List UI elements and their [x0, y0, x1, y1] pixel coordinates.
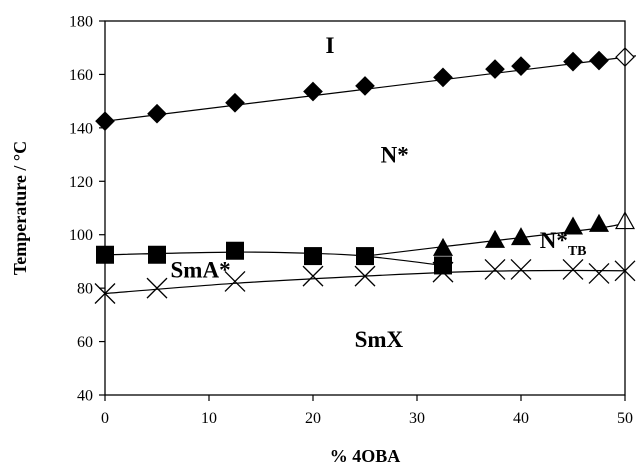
data-point-cross: [588, 262, 610, 284]
y-tick-label: 80: [77, 281, 93, 298]
y-tick-label: 180: [69, 14, 93, 31]
data-point-filled-triangle: [484, 229, 506, 248]
phase-label-iso: I: [325, 33, 334, 58]
phase-label-text: I: [325, 33, 334, 58]
data-point-filled-triangle: [562, 216, 584, 235]
data-point-cross: [146, 277, 168, 299]
data-point-cross: [302, 265, 324, 287]
data-point-filled-square: [356, 247, 374, 266]
data-point-filled-diamond: [355, 76, 375, 96]
data-point-cross: [354, 265, 376, 287]
y-tick-label: 60: [77, 334, 93, 351]
data-point-filled-diamond: [433, 67, 453, 88]
data-point-filled-triangle: [432, 237, 454, 256]
x-tick-label: 10: [201, 410, 217, 427]
data-point-filled-diamond: [225, 92, 245, 113]
phase-label-smx: SmX: [355, 327, 404, 352]
y-tick-label: 120: [69, 174, 93, 191]
x-tick-label: 50: [617, 410, 633, 427]
y-axis-title: Temperature / °C: [10, 141, 30, 275]
phase-label-text: SmA*: [171, 257, 231, 282]
x-tick-label: 40: [513, 410, 529, 427]
marker-layer: [94, 47, 636, 304]
plot-frame: [104, 20, 626, 396]
data-point-filled-square: [434, 256, 452, 275]
data-point-filled-square: [148, 245, 166, 264]
data-point-filled-triangle: [510, 227, 532, 246]
y-tick-label: 140: [69, 120, 93, 137]
data-point-cross: [510, 258, 532, 280]
data-point-filled-diamond: [147, 103, 167, 124]
data-point-filled-square: [304, 247, 322, 266]
fit-curve: [104, 55, 636, 122]
phase-label-ntb: N*TB: [540, 228, 587, 259]
data-point-filled-diamond: [589, 50, 609, 71]
fit-curve: [104, 269, 626, 295]
data-point-filled-triangle: [588, 213, 610, 232]
phase-label-text: SmX: [355, 327, 404, 352]
data-point-filled-square: [226, 241, 244, 260]
x-tick-label: 20: [305, 410, 321, 427]
y-axis: 40 60 80 100 120 140 160 180: [69, 14, 105, 405]
phase-label-subscript: TB: [568, 244, 587, 259]
phase-label-text: N*: [540, 228, 568, 253]
data-point-cross: [432, 261, 454, 283]
data-point-filled-diamond: [563, 51, 583, 72]
data-point-cross: [224, 271, 246, 292]
x-axis-title: % 4OBA: [330, 446, 401, 466]
x-tick-label: 30: [409, 410, 425, 427]
phase-label-text: N*: [381, 143, 409, 168]
data-point-cross: [484, 258, 506, 280]
data-point-filled-diamond: [511, 56, 531, 76]
data-point-filled-diamond: [485, 59, 505, 79]
phase-label-sma: SmA*: [171, 257, 231, 282]
data-point-filled-diamond: [303, 81, 323, 102]
data-point-cross: [562, 258, 584, 280]
y-tick-label: 40: [77, 388, 93, 405]
phase-label-nstar: N*: [381, 143, 409, 168]
x-tick-label: 0: [101, 410, 109, 427]
x-axis: 0 10 20 30 40 50: [101, 395, 633, 427]
y-tick-label: 160: [69, 67, 93, 84]
y-tick-label: 100: [69, 227, 93, 244]
